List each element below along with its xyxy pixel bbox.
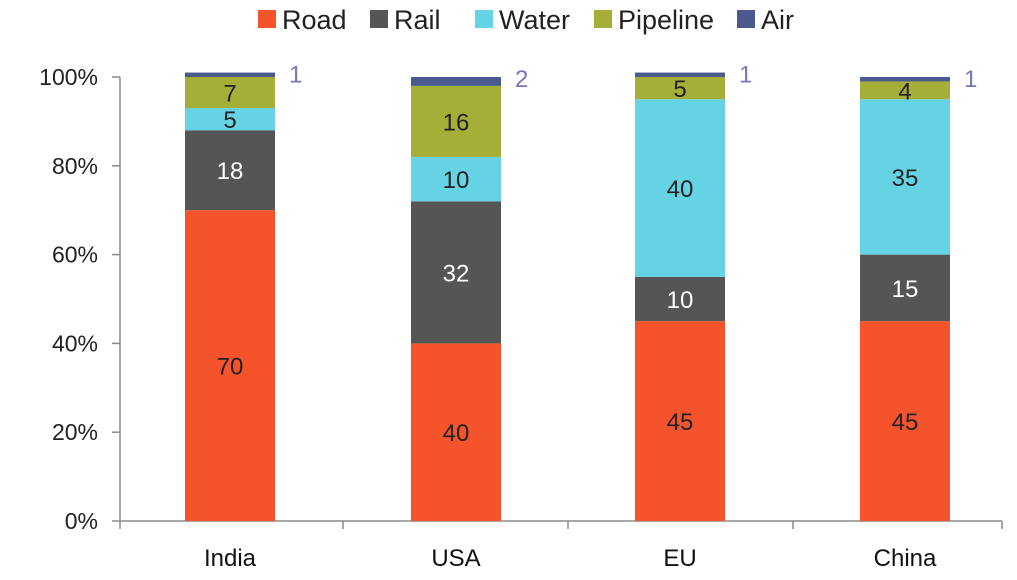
x-category-label-usa: USA [431, 545, 480, 572]
bar-china-rail [860, 254, 950, 322]
data-label-india-road: 70 [217, 354, 244, 381]
legend-label-air: Air [761, 5, 794, 35]
bar-china-pipeline [860, 81, 950, 100]
bar-eu-road [635, 321, 725, 521]
bar-india-rail [185, 130, 275, 211]
y-tick-label: 100% [39, 64, 98, 90]
data-label-usa-road: 40 [443, 420, 470, 447]
data-label-eu-rail: 10 [667, 287, 694, 314]
data-label-china-pipeline: 4 [898, 78, 911, 105]
data-label-china-rail: 15 [892, 276, 919, 303]
bar-eu-pipeline [635, 77, 725, 100]
bar-eu-water [635, 99, 725, 277]
legend-label-rail: Rail [394, 5, 441, 35]
legend-label-road: Road [282, 5, 347, 35]
bar-china-water [860, 99, 950, 255]
bar-usa-air [411, 77, 501, 86]
bar-china-road [860, 321, 950, 521]
data-label-china-road: 45 [892, 409, 919, 436]
data-label-eu-water: 40 [667, 176, 694, 203]
bar-india-road [185, 210, 275, 521]
bar-india-pipeline [185, 77, 275, 109]
y-tick-label: 0% [65, 508, 98, 534]
bar-india-air [185, 72, 275, 77]
x-category-label-china: China [874, 545, 937, 572]
data-label-eu-pipeline: 5 [673, 76, 686, 103]
bar-china-air [860, 77, 950, 82]
data-label-usa-air: 2 [515, 66, 528, 93]
legend-swatch-rail [370, 10, 388, 28]
data-label-usa-water: 10 [443, 167, 470, 194]
y-tick-label: 20% [52, 419, 98, 445]
data-label-india-water: 5 [223, 107, 236, 134]
legend-label-water: Water [499, 5, 570, 35]
legend-swatch-water [475, 10, 493, 28]
data-label-india-pipeline: 7 [223, 81, 236, 108]
data-label-usa-pipeline: 16 [443, 109, 470, 136]
y-tick-label: 80% [52, 153, 98, 179]
legend-swatch-pipeline [594, 10, 612, 28]
bar-eu-air [635, 72, 725, 77]
bar-india-water [185, 108, 275, 131]
legend-swatch-road [258, 10, 276, 28]
data-label-eu-road: 45 [667, 409, 694, 436]
bar-usa-road [411, 343, 501, 521]
legend-swatch-air [737, 10, 755, 28]
data-label-usa-rail: 32 [443, 260, 470, 287]
data-label-china-air: 1 [964, 66, 977, 93]
bar-eu-rail [635, 276, 725, 322]
data-label-china-water: 35 [892, 165, 919, 192]
data-label-india-air: 1 [289, 62, 302, 89]
bar-usa-water [411, 156, 501, 202]
data-label-india-rail: 18 [217, 158, 244, 185]
x-category-label-eu: EU [663, 545, 696, 572]
x-category-label-india: India [204, 545, 257, 572]
y-tick-label: 60% [52, 242, 98, 268]
bar-usa-rail [411, 201, 501, 344]
legend-label-pipeline: Pipeline [618, 5, 714, 35]
y-tick-label: 40% [52, 330, 98, 356]
bar-usa-pipeline [411, 85, 501, 157]
data-label-eu-air: 1 [739, 62, 752, 89]
